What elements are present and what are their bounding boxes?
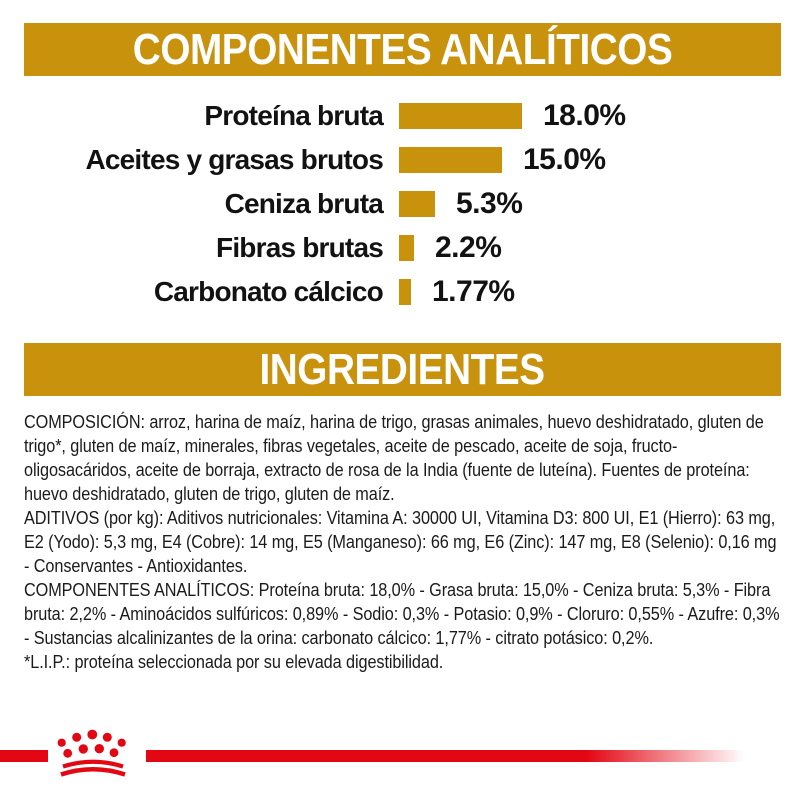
section-header-analytic-components: COMPONENTES ANALÍTICOS: [24, 23, 781, 76]
chart-value-label: 5.3%: [456, 187, 523, 220]
ingredients-text-block: COMPOSICIÓN: arroz, harina de maíz, hari…: [24, 410, 780, 674]
chart-value-label: 1.77%: [432, 275, 515, 308]
chart-value-label: 15.0%: [523, 143, 606, 176]
ingredients-title: INGREDIENTES: [259, 344, 546, 394]
royal-canin-crown-logo-icon: [57, 729, 126, 777]
chart-row: Aceites y grasas brutos 15.0%: [0, 138, 800, 182]
logo-gap: [48, 748, 146, 764]
chart-row: Ceniza bruta 5.3%: [0, 182, 800, 226]
brand-red-line: [0, 750, 752, 762]
analytic-components-bar-chart: Proteína bruta 18.0% Aceites y grasas brut…: [0, 94, 800, 314]
chart-category-label: Proteína bruta: [204, 100, 383, 131]
chart-category-label: Ceniza bruta: [224, 188, 384, 219]
chart-row: Carbonato cálcico 1.77%: [0, 270, 800, 314]
chart-bar: [399, 191, 435, 217]
lip-footnote: *L.I.P.: proteína seleccionada por su el…: [24, 651, 444, 672]
chart-row: Fibras brutas 2.2%: [0, 226, 800, 270]
chart-bar: [399, 103, 522, 129]
analytic-summary-paragraph: COMPONENTES ANALÍTICOS: Proteína bruta: …: [24, 579, 780, 648]
chart-bar: [399, 235, 414, 261]
chart-bar: [399, 279, 411, 305]
chart-value-label: 2.2%: [435, 231, 502, 264]
composition-paragraph: COMPOSICIÓN: arroz, harina de maíz, hari…: [24, 411, 764, 504]
chart-row: Proteína bruta 18.0%: [0, 94, 800, 138]
chart-value-label: 18.0%: [543, 99, 626, 132]
chart-bar: [399, 147, 502, 173]
section-header-ingredients: INGREDIENTES: [24, 343, 781, 396]
chart-category-label: Aceites y grasas brutos: [85, 144, 383, 175]
additives-paragraph: ADITIVOS (por kg): Aditivos nutricionale…: [24, 507, 777, 576]
chart-category-label: Carbonato cálcico: [153, 276, 384, 307]
chart-category-label: Fibras brutas: [216, 232, 384, 263]
analytic-components-title: COMPONENTES ANALÍTICOS: [132, 24, 673, 74]
